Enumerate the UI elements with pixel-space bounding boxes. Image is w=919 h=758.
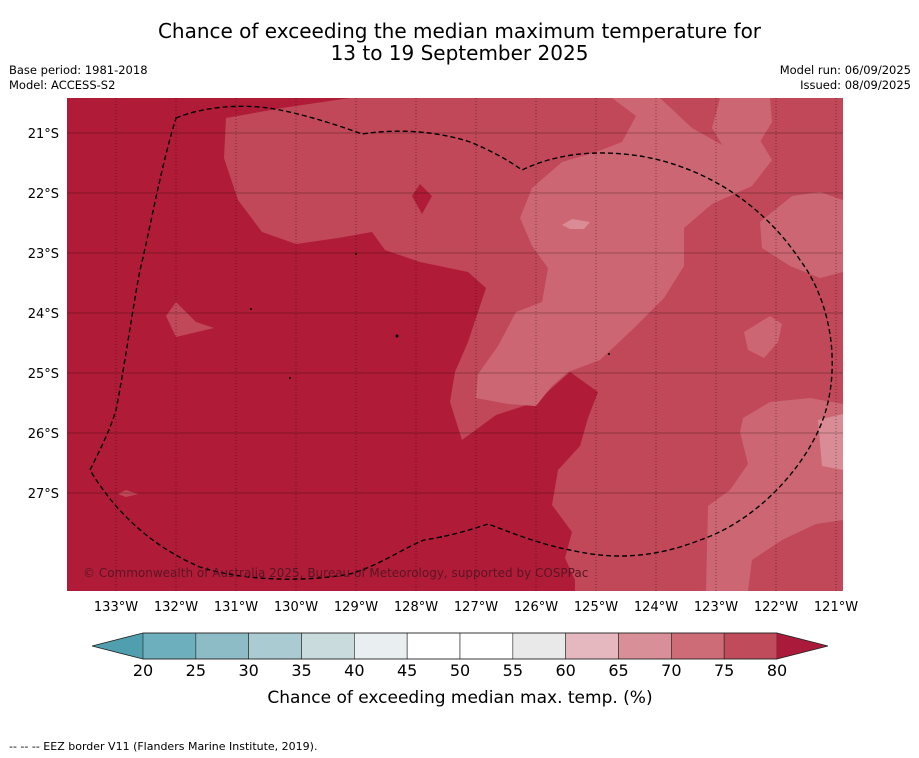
colorbar-tick-label: 50 xyxy=(450,661,470,680)
colorbar-tick-label: 55 xyxy=(503,661,523,680)
shade-70-75-north-east xyxy=(712,98,772,148)
copyright-text: © Commonwealth of Australia 2025, Bureau… xyxy=(83,566,588,580)
eez-legend-note: -- -- -- EEZ border V11 (Flanders Marine… xyxy=(9,740,318,753)
colorbar-cell xyxy=(723,632,778,660)
colorbar-tick-label: 20 xyxy=(133,661,153,680)
colorbar-tick-label: 80 xyxy=(767,661,787,680)
lon-label: 125°W xyxy=(574,600,618,615)
lat-label: 22°S xyxy=(28,187,59,202)
colorbar-cell xyxy=(301,632,355,660)
colorbar-low-arrow xyxy=(92,633,143,659)
lon-label: 131°W xyxy=(214,600,258,615)
lon-label: 123°W xyxy=(694,600,738,615)
lon-label: 121°W xyxy=(814,600,858,615)
longitude-labels: 133°W 132°W 131°W 130°W 129°W 128°W 127°… xyxy=(94,600,858,615)
lon-label: 127°W xyxy=(454,600,498,615)
colorbar-tick-labels: 20 25 30 35 40 45 50 55 60 65 70 75 80 xyxy=(133,661,787,680)
shade-70-75-region xyxy=(380,98,772,406)
colorbar-cell xyxy=(459,632,514,660)
lon-label: 132°W xyxy=(154,600,198,615)
colorbar-cell xyxy=(406,632,461,660)
colorbar: 20 25 30 35 40 45 50 55 60 65 70 75 80 Chance of exc… xyxy=(91,632,829,708)
colorbar-high-arrow xyxy=(777,633,828,659)
colorbar-tick-label: 60 xyxy=(555,661,575,680)
latitude-labels: 21°S 22°S 23°S 24°S 25°S 26°S 27°S xyxy=(28,127,59,502)
colorbar-tick-label: 30 xyxy=(238,661,258,680)
base-period-label: Base period: 1981-2018 xyxy=(9,63,148,77)
lon-label: 130°W xyxy=(274,600,318,615)
colorbar-tick-label: 45 xyxy=(397,661,417,680)
colorbar-tick-label: 65 xyxy=(608,661,628,680)
colorbar-cell xyxy=(142,632,197,660)
lon-label: 124°W xyxy=(634,600,678,615)
colorbar-label: Chance of exceeding median max. temp. (%… xyxy=(267,688,652,708)
map-title-line2: 13 to 19 September 2025 xyxy=(330,41,589,65)
colorbar-tick-label: 35 xyxy=(291,661,311,680)
lon-label: 126°W xyxy=(514,600,558,615)
colorbar-cell xyxy=(618,632,672,660)
lat-label: 23°S xyxy=(28,247,59,262)
lon-label: 129°W xyxy=(334,600,378,615)
shade-70-75-blob-small xyxy=(744,316,782,358)
lon-label: 133°W xyxy=(94,600,138,615)
lat-label: 26°S xyxy=(28,427,59,442)
graticule xyxy=(67,132,843,494)
lon-label: 122°W xyxy=(754,600,798,615)
shade-65-70-patch xyxy=(562,219,590,229)
shade-80-plus-blob xyxy=(412,184,432,214)
map-title-line1: Chance of exceeding the median maximum t… xyxy=(157,19,762,43)
colorbar-cells xyxy=(142,632,778,660)
lat-label: 27°S xyxy=(28,487,59,502)
map-area: © Commonwealth of Australia 2025, Bureau… xyxy=(67,98,843,591)
shade-70-75-east xyxy=(760,192,843,278)
lat-label: 21°S xyxy=(28,127,59,142)
colorbar-tick-label: 70 xyxy=(661,661,681,680)
island-markers xyxy=(250,253,610,538)
forecast-map: © Commonwealth of Australia 2025, Bureau… xyxy=(28,98,858,708)
lat-label: 25°S xyxy=(28,367,59,382)
colorbar-cell xyxy=(565,632,619,660)
eez-border xyxy=(89,105,833,580)
colorbar-tick-label: 40 xyxy=(344,661,364,680)
colorbar-cell xyxy=(354,632,408,660)
shade-75-80-patch-small xyxy=(118,490,138,497)
lon-label: 128°W xyxy=(394,600,438,615)
colorbar-cell xyxy=(195,632,249,660)
colorbar-cell xyxy=(512,632,566,660)
model-label: Model: ACCESS-S2 xyxy=(9,78,116,92)
meridians xyxy=(115,98,837,591)
shade-65-70-east-patch xyxy=(818,414,843,470)
colorbar-tick-label: 25 xyxy=(186,661,206,680)
shade-75-80-patch-west xyxy=(166,302,214,337)
lat-label: 24°S xyxy=(28,307,59,322)
colorbar-cell xyxy=(248,632,302,660)
colorbar-tick-label: 75 xyxy=(714,661,734,680)
colorbar-cell xyxy=(671,632,725,660)
issued-label: Issued: 08/09/2025 xyxy=(800,78,911,92)
shade-70-75-bottom-right xyxy=(748,520,843,591)
model-run-label: Model run: 06/09/2025 xyxy=(779,63,911,77)
